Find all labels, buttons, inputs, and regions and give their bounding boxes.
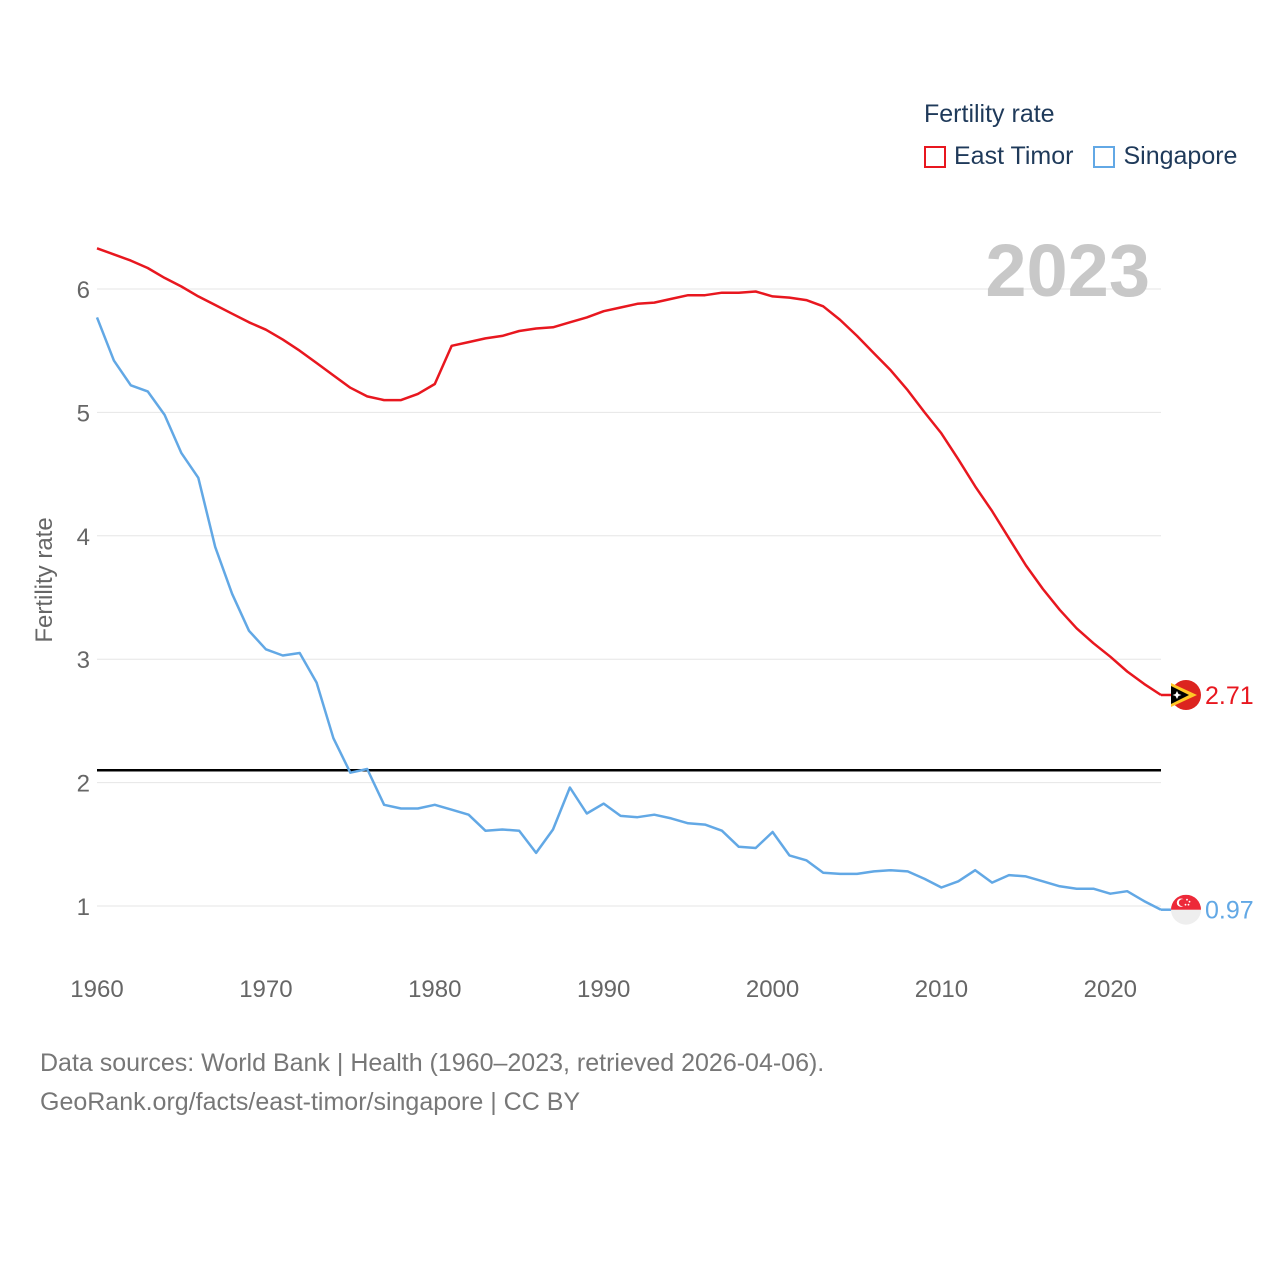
grid-lines: [97, 288, 1161, 907]
y-tick-label-6: 6: [77, 277, 90, 304]
east-timor-flag-icon: [1171, 679, 1201, 710]
end-value-label-east-timor: 2.71: [1205, 682, 1254, 710]
legend-title: Fertility rate: [924, 100, 1055, 128]
legend-label-east-timor: East Timor: [954, 142, 1074, 170]
singapore-flag-icon: [1171, 894, 1201, 925]
y-tick-label-5: 5: [77, 400, 90, 427]
legend-swatch-singapore: [1093, 145, 1116, 168]
x-tick-label-2000: 2000: [746, 976, 799, 1003]
legend-item-east-timor[interactable]: East Timor: [924, 142, 1073, 171]
x-tick-label-1980: 1980: [408, 976, 461, 1003]
x-tick-label-2020: 2020: [1084, 976, 1137, 1003]
series-line-east-timor: [96, 247, 1162, 697]
series-lines: [95, 247, 1162, 911]
y-tick-label-2: 2: [77, 771, 90, 798]
end-markers: 2.71 0.97: [1161, 679, 1254, 925]
legend-swatch-east-timor: [924, 145, 946, 168]
axis-labels: 1 2 3 4 5 6 1960 1970 1980 1990 2000 2010 2020: [70, 277, 1137, 1003]
year-label: 2023: [985, 229, 1150, 312]
footer: Data sources: World Bank | Health (1960–…: [40, 1044, 824, 1122]
legend: East Timor Singapore: [924, 142, 1257, 171]
footer-attribution: GeoRank.org/facts/east-timor/singapore |…: [40, 1088, 581, 1116]
end-value-label-singapore: 0.97: [1205, 897, 1254, 925]
series-line-singapore: [95, 316, 1162, 911]
y-axis-title: Fertility rate: [31, 517, 58, 642]
legend-label-singapore: Singapore: [1123, 142, 1238, 170]
x-tick-label-1960: 1960: [70, 976, 123, 1003]
x-tick-label-1990: 1990: [577, 976, 630, 1003]
y-tick-label-3: 3: [77, 647, 90, 674]
legend-item-singapore[interactable]: Singapore: [1093, 142, 1237, 171]
x-tick-label-2010: 2010: [915, 976, 968, 1003]
y-tick-label-4: 4: [77, 524, 90, 551]
footer-sources: Data sources: World Bank | Health (1960–…: [40, 1049, 825, 1077]
y-tick-label-1: 1: [77, 894, 90, 921]
x-tick-label-1970: 1970: [239, 976, 292, 1003]
